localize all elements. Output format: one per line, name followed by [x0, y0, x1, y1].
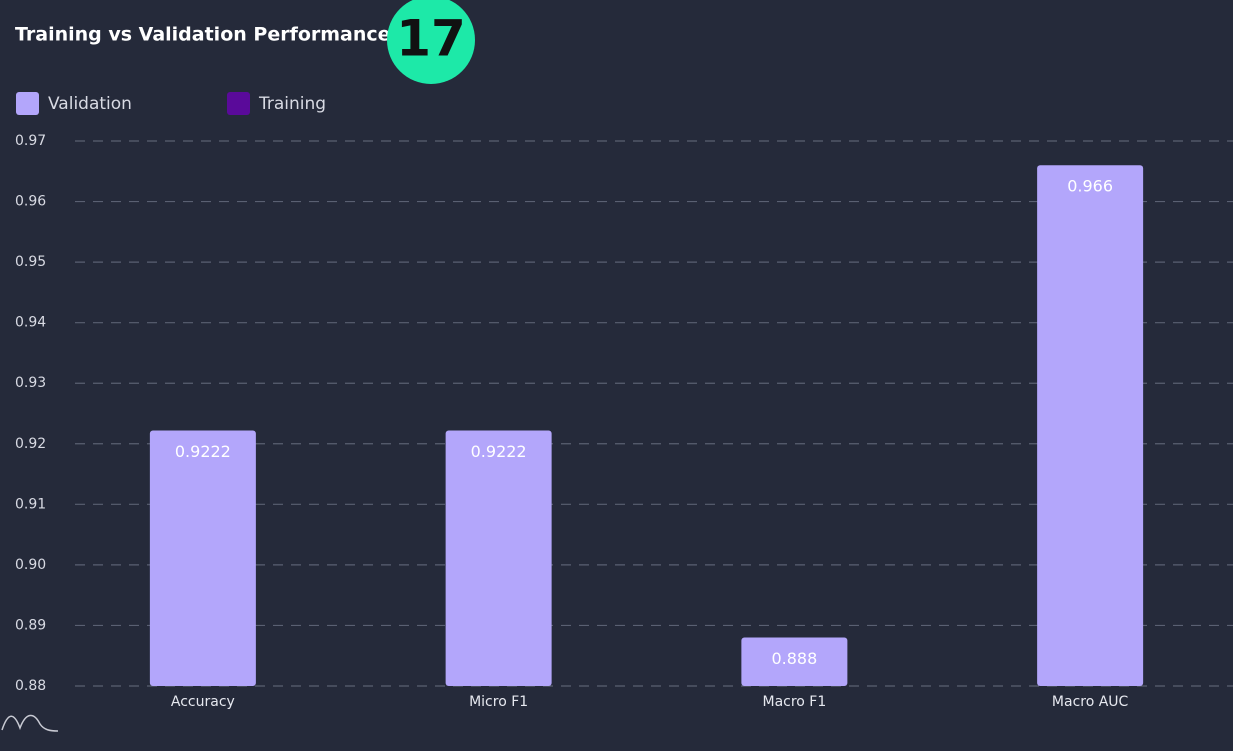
- y-tick-label: 0.92: [15, 436, 46, 452]
- data-label: 0.9222: [175, 442, 231, 461]
- badge: [387, 0, 475, 84]
- y-tick-label: 0.88: [15, 678, 46, 694]
- y-tick-label: 0.89: [15, 617, 46, 633]
- badge-number: 17: [396, 10, 466, 68]
- data-label: 0.966: [1067, 177, 1113, 196]
- legend-label: Validation: [48, 94, 132, 114]
- y-tick-label: 0.97: [15, 133, 46, 149]
- y-tick-label: 0.91: [15, 496, 46, 512]
- bar: [445, 430, 552, 686]
- y-tick-label: 0.93: [15, 375, 46, 391]
- y-tick-label: 0.90: [15, 557, 46, 573]
- logo-icon: [1, 714, 59, 732]
- legend-label: Training: [258, 94, 326, 114]
- bar: [149, 430, 256, 686]
- bar: [741, 637, 848, 686]
- x-tick-label: Macro F1: [762, 694, 826, 710]
- x-tick-label: Macro AUC: [1052, 694, 1129, 710]
- data-label: 0.888: [771, 649, 817, 668]
- x-tick-label: Micro F1: [469, 694, 528, 710]
- y-tick-label: 0.94: [15, 315, 46, 331]
- y-tick-label: 0.95: [15, 254, 46, 270]
- legend-swatch: [16, 92, 39, 115]
- data-label: 0.9222: [471, 442, 527, 461]
- legend-swatch: [227, 92, 250, 115]
- y-tick-label: 0.96: [15, 194, 46, 210]
- x-tick-label: Accuracy: [171, 694, 235, 710]
- chart-title: Training vs Validation Performance: [15, 24, 391, 46]
- bar: [1037, 165, 1144, 686]
- legend: Validation Training: [16, 92, 326, 115]
